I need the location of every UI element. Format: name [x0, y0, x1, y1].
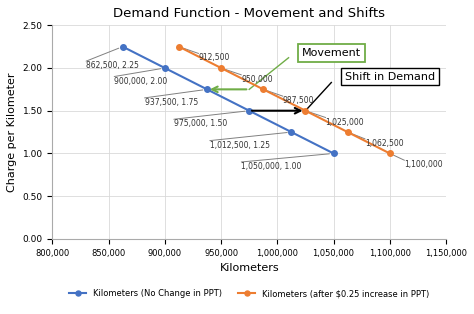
Text: Movement: Movement — [302, 48, 361, 57]
Text: 862,500, 2.25: 862,500, 2.25 — [86, 61, 139, 70]
Y-axis label: Charge per Kilometer: Charge per Kilometer — [7, 72, 17, 192]
Text: 975,000, 1.50: 975,000, 1.50 — [174, 119, 227, 128]
Kilometers (No Change in PPT) — [162, 66, 168, 70]
Text: 950,000: 950,000 — [241, 75, 273, 84]
Kilometers (No Change in PPT) — [289, 130, 294, 134]
Kilometers (No Change in PPT) — [120, 45, 126, 49]
Text: 1,012,500, 1.25: 1,012,500, 1.25 — [210, 141, 270, 149]
Kilometers (No Change in PPT) — [204, 88, 210, 91]
Text: 1,050,000, 1.00: 1,050,000, 1.00 — [241, 162, 302, 171]
Kilometers (No Change in PPT) — [331, 152, 337, 155]
Kilometers (No Change in PPT) — [246, 109, 252, 113]
Kilometers (after $0.25 increase in PPT) — [176, 45, 182, 49]
Text: 1,025,000: 1,025,000 — [326, 117, 365, 127]
Text: 987,500: 987,500 — [283, 96, 314, 105]
Text: 937,500, 1.75: 937,500, 1.75 — [145, 98, 198, 107]
Text: 1,062,500: 1,062,500 — [365, 139, 404, 148]
Title: Demand Function - Movement and Shifts: Demand Function - Movement and Shifts — [113, 7, 385, 20]
Line: Kilometers (No Change in PPT): Kilometers (No Change in PPT) — [120, 44, 337, 156]
Kilometers (after $0.25 increase in PPT) — [387, 152, 392, 155]
Legend: Kilometers (No Change in PPT), Kilometers (after $0.25 increase in PPT): Kilometers (No Change in PPT), Kilometer… — [66, 286, 432, 301]
Kilometers (after $0.25 increase in PPT) — [260, 88, 266, 91]
Line: Kilometers (after $0.25 increase in PPT): Kilometers (after $0.25 increase in PPT) — [176, 44, 392, 156]
Kilometers (after $0.25 increase in PPT) — [345, 130, 350, 134]
Text: Shift in Demand: Shift in Demand — [345, 72, 435, 82]
Kilometers (after $0.25 increase in PPT) — [302, 109, 308, 113]
Text: 900,000, 2.00: 900,000, 2.00 — [114, 77, 167, 85]
X-axis label: Kilometers: Kilometers — [219, 263, 279, 273]
Kilometers (after $0.25 increase in PPT) — [218, 66, 224, 70]
Text: 1,100,000: 1,100,000 — [404, 160, 443, 169]
Text: 912,500: 912,500 — [199, 53, 230, 62]
